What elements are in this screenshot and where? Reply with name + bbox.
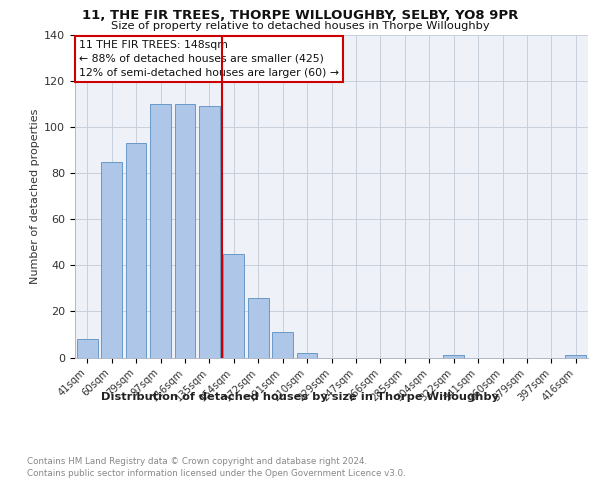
- Bar: [101, 162, 122, 358]
- Bar: [223, 254, 244, 358]
- Bar: [125, 144, 146, 358]
- Bar: [199, 106, 220, 358]
- Bar: [272, 332, 293, 357]
- Text: Distribution of detached houses by size in Thorpe Willoughby: Distribution of detached houses by size …: [101, 392, 499, 402]
- Bar: [248, 298, 269, 358]
- Y-axis label: Number of detached properties: Number of detached properties: [30, 108, 40, 284]
- Bar: [565, 355, 586, 358]
- Bar: [77, 339, 98, 357]
- Text: Contains public sector information licensed under the Open Government Licence v3: Contains public sector information licen…: [27, 469, 406, 478]
- Bar: [296, 353, 317, 358]
- Bar: [443, 355, 464, 358]
- Text: 11 THE FIR TREES: 148sqm
← 88% of detached houses are smaller (425)
12% of semi-: 11 THE FIR TREES: 148sqm ← 88% of detach…: [79, 40, 339, 78]
- Bar: [175, 104, 196, 358]
- Bar: [150, 104, 171, 358]
- Text: Size of property relative to detached houses in Thorpe Willoughby: Size of property relative to detached ho…: [110, 21, 490, 31]
- Text: 11, THE FIR TREES, THORPE WILLOUGHBY, SELBY, YO8 9PR: 11, THE FIR TREES, THORPE WILLOUGHBY, SE…: [82, 9, 518, 22]
- Text: Contains HM Land Registry data © Crown copyright and database right 2024.: Contains HM Land Registry data © Crown c…: [27, 458, 367, 466]
